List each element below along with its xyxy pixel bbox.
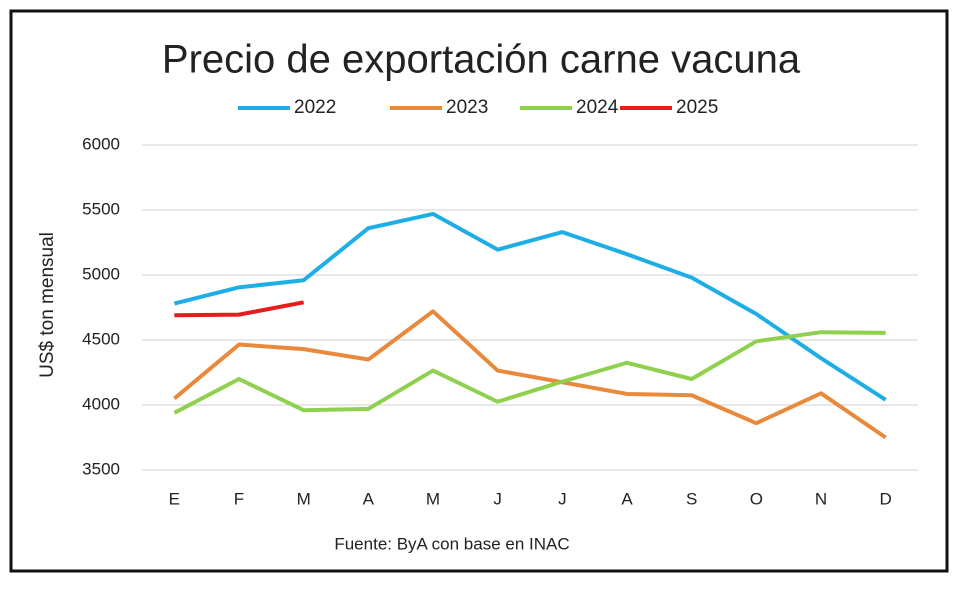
y-axis-label: US$ ton mensual xyxy=(37,232,58,378)
legend-label: 2022 xyxy=(294,97,336,118)
legend-label: 2023 xyxy=(446,97,488,118)
y-tick-label: 4000 xyxy=(82,394,120,413)
x-tick-label: A xyxy=(621,489,633,508)
x-tick-label: O xyxy=(750,489,763,508)
source-note: Fuente: ByA con base en INAC xyxy=(334,534,569,553)
x-tick-label: E xyxy=(169,489,180,508)
x-tick-label: J xyxy=(493,489,502,508)
x-tick-label: F xyxy=(234,489,244,508)
x-tick-label: J xyxy=(558,489,567,508)
series-line xyxy=(174,300,305,318)
y-tick-label: 5500 xyxy=(82,199,120,218)
x-tick-label: N xyxy=(815,489,827,508)
x-tick-label: M xyxy=(426,489,440,508)
x-tick-label: A xyxy=(363,489,375,508)
y-tick-label: 6000 xyxy=(82,134,120,153)
y-tick-label: 5000 xyxy=(82,264,120,283)
legend-label: 2025 xyxy=(676,97,718,118)
series-line xyxy=(173,330,886,415)
series-line xyxy=(173,309,887,440)
y-tick-label: 3500 xyxy=(82,459,120,478)
series-line xyxy=(173,211,887,402)
legend-label: 2024 xyxy=(576,97,619,118)
x-tick-label: S xyxy=(686,489,697,508)
chart-title: Precio de exportación carne vacuna xyxy=(162,38,801,82)
x-tick-label: M xyxy=(297,489,311,508)
y-tick-label: 4500 xyxy=(82,329,120,348)
frame xyxy=(9,9,949,573)
x-tick-label: D xyxy=(880,489,892,508)
